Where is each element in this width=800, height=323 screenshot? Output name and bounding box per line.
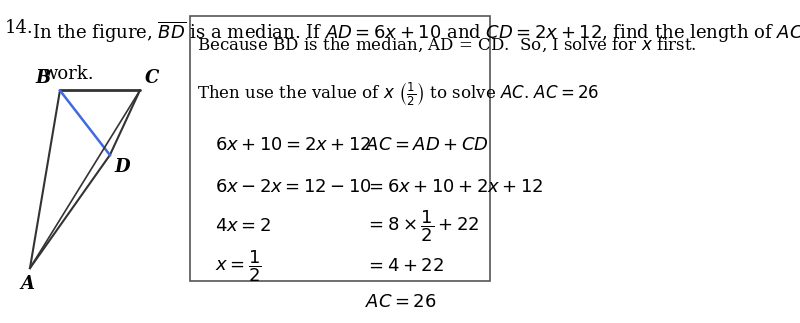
Text: $4x = 2$: $4x = 2$: [215, 217, 270, 235]
Text: D: D: [115, 158, 130, 176]
Text: $6x + 10 = 2x + 12$: $6x + 10 = 2x + 12$: [215, 136, 371, 154]
Text: Then use the value of $x$ $\left(\frac{1}{2}\right)$ to solve $AC$. $AC = 26$: Then use the value of $x$ $\left(\frac{1…: [198, 81, 599, 108]
Text: Because BD is the median, AD = CD.  So, I solve for $x$ first.: Because BD is the median, AD = CD. So, I…: [198, 36, 697, 54]
Text: In the figure, $\overline{BD}$ is a median. If $AD = 6x + 10$ and $CD = 2x + 12$: In the figure, $\overline{BD}$ is a medi…: [33, 19, 800, 45]
Text: $= 4 + 22$: $= 4 + 22$: [365, 257, 443, 276]
Text: 14.: 14.: [5, 19, 34, 37]
Text: B: B: [36, 69, 51, 87]
Text: C: C: [144, 69, 158, 87]
FancyBboxPatch shape: [190, 16, 490, 281]
Text: $x = \dfrac{1}{2}$: $x = \dfrac{1}{2}$: [215, 249, 262, 284]
Text: $AC = 26$: $AC = 26$: [365, 293, 436, 311]
Text: $AC = AD + CD$: $AC = AD + CD$: [365, 136, 489, 154]
Text: work.: work.: [42, 65, 94, 83]
Text: $= 8 \times \dfrac{1}{2} + 22$: $= 8 \times \dfrac{1}{2} + 22$: [365, 208, 479, 244]
Text: $= 6x + 10 + 2x + 12$: $= 6x + 10 + 2x + 12$: [365, 178, 543, 196]
Text: $6x - 2x = 12 - 10$: $6x - 2x = 12 - 10$: [215, 178, 372, 196]
Text: A: A: [21, 275, 34, 293]
